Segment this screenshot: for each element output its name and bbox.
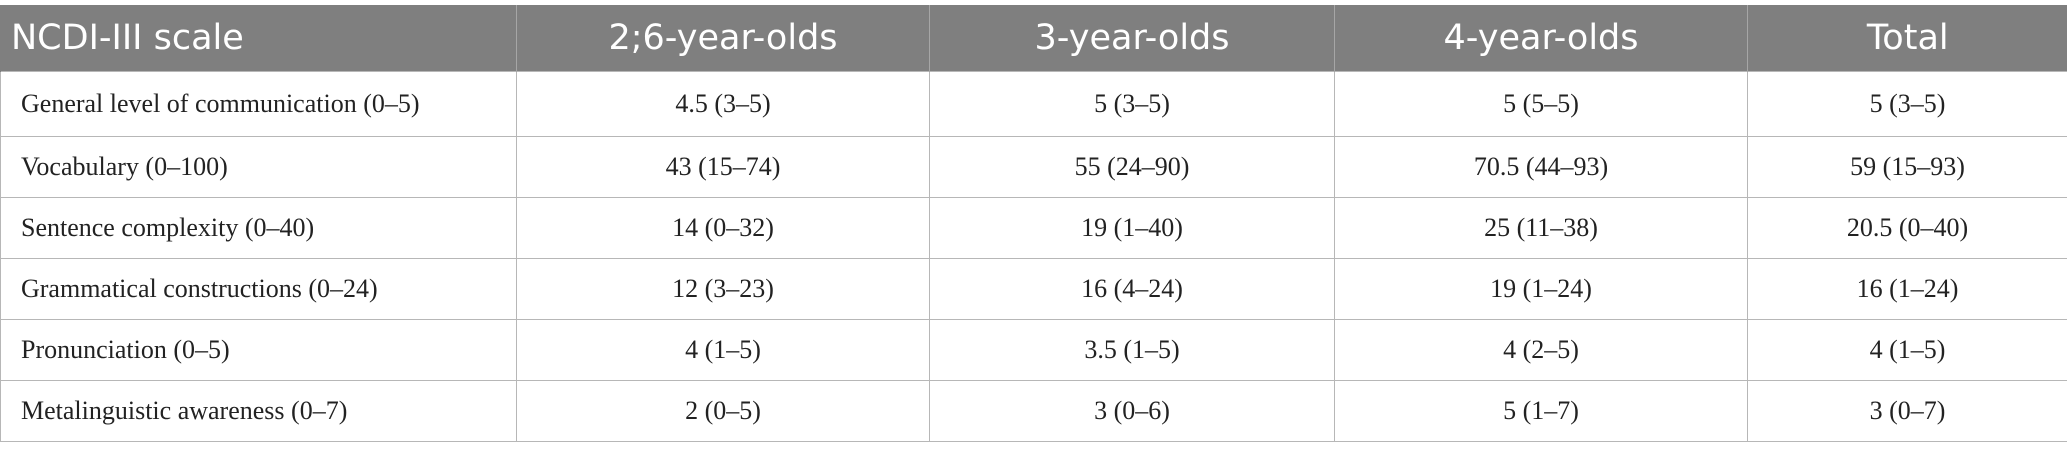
header-age-3: 3-year-olds [929,5,1335,72]
cell-age-3: 5 (3–5) [929,71,1335,137]
header-total: Total [1747,5,2067,72]
table-row: General level of communication (0–5) 4.5… [0,71,2067,137]
results-table-container: NCDI-III scale 2;6-year-olds 3-year-olds… [0,5,2067,442]
cell-total: 20.5 (0–40) [1747,197,2067,259]
row-label: Sentence complexity (0–40) [0,197,517,259]
cell-total: 59 (15–93) [1747,136,2067,198]
cell-age-2-6: 4.5 (3–5) [516,71,930,137]
cell-age-4: 5 (1–7) [1334,380,1748,442]
cell-age-3: 3.5 (1–5) [929,319,1335,381]
cell-age-3: 16 (4–24) [929,258,1335,320]
table-body: General level of communication (0–5) 4.5… [0,71,2067,442]
ncdi-results-table: NCDI-III scale 2;6-year-olds 3-year-olds… [0,5,2067,442]
cell-age-4: 4 (2–5) [1334,319,1748,381]
table-row: Vocabulary (0–100) 43 (15–74) 55 (24–90)… [0,136,2067,198]
row-label: Pronunciation (0–5) [0,319,517,381]
table-row: Grammatical constructions (0–24) 12 (3–2… [0,258,2067,320]
cell-age-4: 25 (11–38) [1334,197,1748,259]
header-age-2-6: 2;6-year-olds [516,5,930,72]
cell-age-2-6: 12 (3–23) [516,258,930,320]
cell-total: 16 (1–24) [1747,258,2067,320]
cell-age-4: 19 (1–24) [1334,258,1748,320]
row-label: General level of communication (0–5) [0,71,517,137]
cell-total: 5 (3–5) [1747,71,2067,137]
cell-age-2-6: 43 (15–74) [516,136,930,198]
row-label: Vocabulary (0–100) [0,136,517,198]
row-label: Metalinguistic awareness (0–7) [0,380,517,442]
cell-total: 3 (0–7) [1747,380,2067,442]
cell-total: 4 (1–5) [1747,319,2067,381]
header-row: NCDI-III scale 2;6-year-olds 3-year-olds… [0,5,2067,72]
cell-age-4: 5 (5–5) [1334,71,1748,137]
cell-age-4: 70.5 (44–93) [1334,136,1748,198]
cell-age-2-6: 2 (0–5) [516,380,930,442]
header-scale: NCDI-III scale [0,5,517,72]
row-label: Grammatical constructions (0–24) [0,258,517,320]
table-row: Pronunciation (0–5) 4 (1–5) 3.5 (1–5) 4 … [0,319,2067,381]
cell-age-3: 19 (1–40) [929,197,1335,259]
header-age-4: 4-year-olds [1334,5,1748,72]
cell-age-2-6: 4 (1–5) [516,319,930,381]
table-row: Sentence complexity (0–40) 14 (0–32) 19 … [0,197,2067,259]
table-header: NCDI-III scale 2;6-year-olds 3-year-olds… [0,5,2067,72]
cell-age-3: 3 (0–6) [929,380,1335,442]
cell-age-2-6: 14 (0–32) [516,197,930,259]
cell-age-3: 55 (24–90) [929,136,1335,198]
table-row: Metalinguistic awareness (0–7) 2 (0–5) 3… [0,380,2067,442]
